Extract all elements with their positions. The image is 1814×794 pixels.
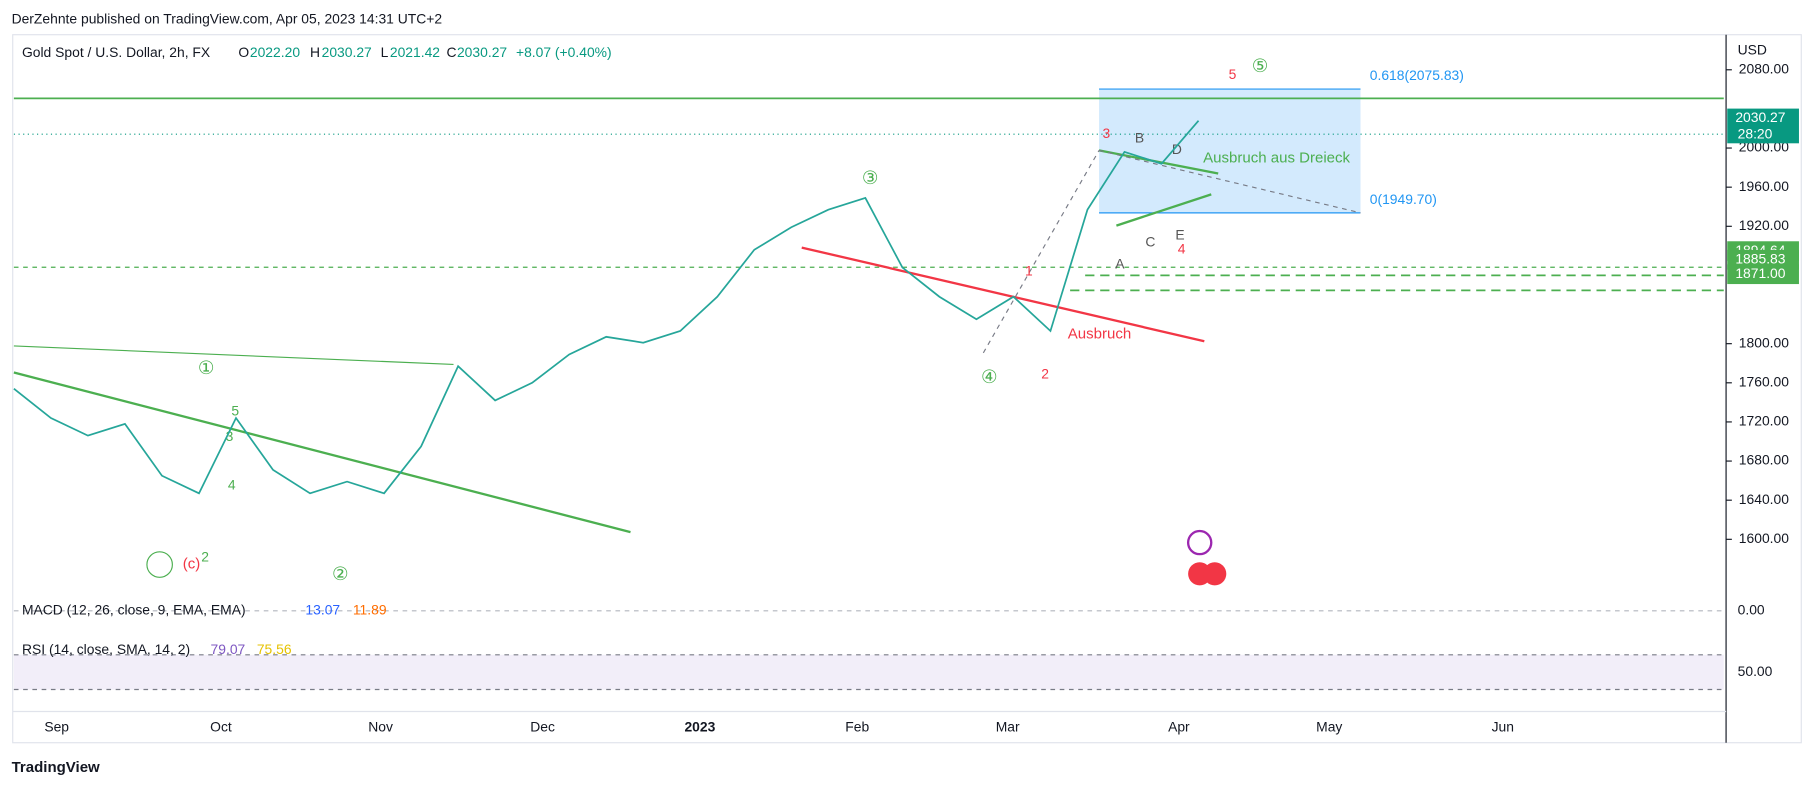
price-badge <box>1727 264 1799 285</box>
wave: ④ <box>981 366 998 387</box>
h-label: H <box>310 44 320 60</box>
y-tick-label: 1600.00 <box>1739 530 1789 546</box>
change: +8.07 (+0.40%) <box>516 44 612 60</box>
trend-line <box>13 371 631 534</box>
x-tick-label: Dec <box>530 718 555 734</box>
footer: TradingView <box>12 759 100 776</box>
y-tick-label: 1640.00 <box>1739 491 1789 507</box>
rsi-value: 79.07 <box>211 641 246 657</box>
fib-label: 0(1949.70) <box>1370 191 1437 207</box>
wave: C <box>1145 234 1155 250</box>
x-tick-label: Mar <box>996 718 1020 734</box>
rsi-label: RSI (14, close, SMA, 14, 2) <box>22 641 190 657</box>
wave: ⑤ <box>1252 55 1269 76</box>
legend: Gold Spot / U.S. Dollar, 2h, FX O 2022.2… <box>22 44 612 60</box>
y-tick-label: 1720.00 <box>1739 413 1789 429</box>
macd-label: MACD (12, 26, close, 9, EMA, EMA) <box>22 602 246 618</box>
projection-line <box>1098 149 1361 214</box>
l-label: L <box>381 44 389 60</box>
x-tick-label: Jun <box>1492 718 1514 734</box>
wave: A <box>1115 256 1125 272</box>
x-tick-label: May <box>1316 718 1342 734</box>
event-icon[interactable] <box>1203 562 1227 586</box>
macd-value: 11.89 <box>353 602 387 618</box>
x-tick-label: Nov <box>368 718 393 734</box>
annotations: 0.618(2075.83) 0(1949.70) Ausbruch aus D… <box>183 55 1464 584</box>
frame <box>12 34 1802 744</box>
y-tick-label: 1800.00 <box>1739 334 1789 350</box>
wave-circle <box>146 551 173 578</box>
projection-line <box>982 150 1100 354</box>
x-tick-label: Sep <box>44 718 69 734</box>
triangle-line <box>1116 193 1212 227</box>
fib-label: 0.618(2075.83) <box>1370 67 1464 83</box>
wave: 3 <box>226 428 234 444</box>
wave: ② <box>332 563 349 584</box>
wave: 2 <box>1041 366 1049 382</box>
wave: ① <box>198 357 215 378</box>
price-badge-label: 1885.83 <box>1735 250 1785 266</box>
x-tick-label: 2023 <box>684 718 715 734</box>
price-badge-label: 1871.00 <box>1735 265 1785 281</box>
wave: 4 <box>228 477 236 493</box>
price-line <box>13 120 1200 495</box>
trend-line <box>801 246 1205 343</box>
wave: 4 <box>1178 241 1186 257</box>
symbol: Gold Spot / U.S. Dollar, 2h, FX <box>22 44 210 60</box>
x-tick-label: Apr <box>1168 718 1190 734</box>
c: 2030.27 <box>457 44 507 60</box>
x-tick-label: Oct <box>210 718 232 734</box>
h: 2030.27 <box>322 44 372 60</box>
fib-box <box>1099 89 1361 213</box>
price-badge-label: 2030.27 <box>1735 109 1785 125</box>
y-tick-label: 1960.00 <box>1739 178 1789 194</box>
o-label: O <box>238 44 249 60</box>
wave: E <box>1175 227 1184 243</box>
wave: (c) <box>183 556 201 573</box>
o: 2022.20 <box>250 44 300 60</box>
wave: ③ <box>862 167 879 188</box>
c-label: C <box>447 44 457 60</box>
y-tick-label: 1680.00 <box>1739 452 1789 468</box>
note: Ausbruch aus Dreieck <box>1203 149 1350 166</box>
price-badge <box>1727 108 1799 144</box>
y-tick-label: 2080.00 <box>1739 60 1789 76</box>
wave: 5 <box>1229 66 1237 82</box>
l: 2021.42 <box>390 44 440 60</box>
rsi-band <box>13 654 1724 690</box>
macd-value: 13.07 <box>305 602 340 618</box>
event-icon[interactable] <box>1186 529 1213 556</box>
wave: 3 <box>1103 125 1111 141</box>
wave: 5 <box>231 403 239 419</box>
macd-axis: 0.00 <box>1738 602 1765 618</box>
trend-line <box>13 345 454 365</box>
wave: D <box>1172 141 1182 157</box>
currency: USD <box>1738 42 1767 58</box>
y-tick-label: 1920.00 <box>1739 217 1789 233</box>
wave: 1 <box>1025 263 1033 279</box>
note: Ausbruch <box>1068 325 1131 342</box>
y-tick-label: 1760.00 <box>1739 373 1789 389</box>
publisher: DerZehnte published on TradingView.com, … <box>12 10 443 26</box>
x-tick-label: Feb <box>845 718 869 734</box>
wave: 2 <box>201 548 209 564</box>
wave: B <box>1135 129 1144 145</box>
price-badge-sub: 28:20 <box>1738 125 1773 141</box>
rsi-axis: 50.00 <box>1738 663 1773 679</box>
rsi-value: 75.56 <box>257 641 292 657</box>
